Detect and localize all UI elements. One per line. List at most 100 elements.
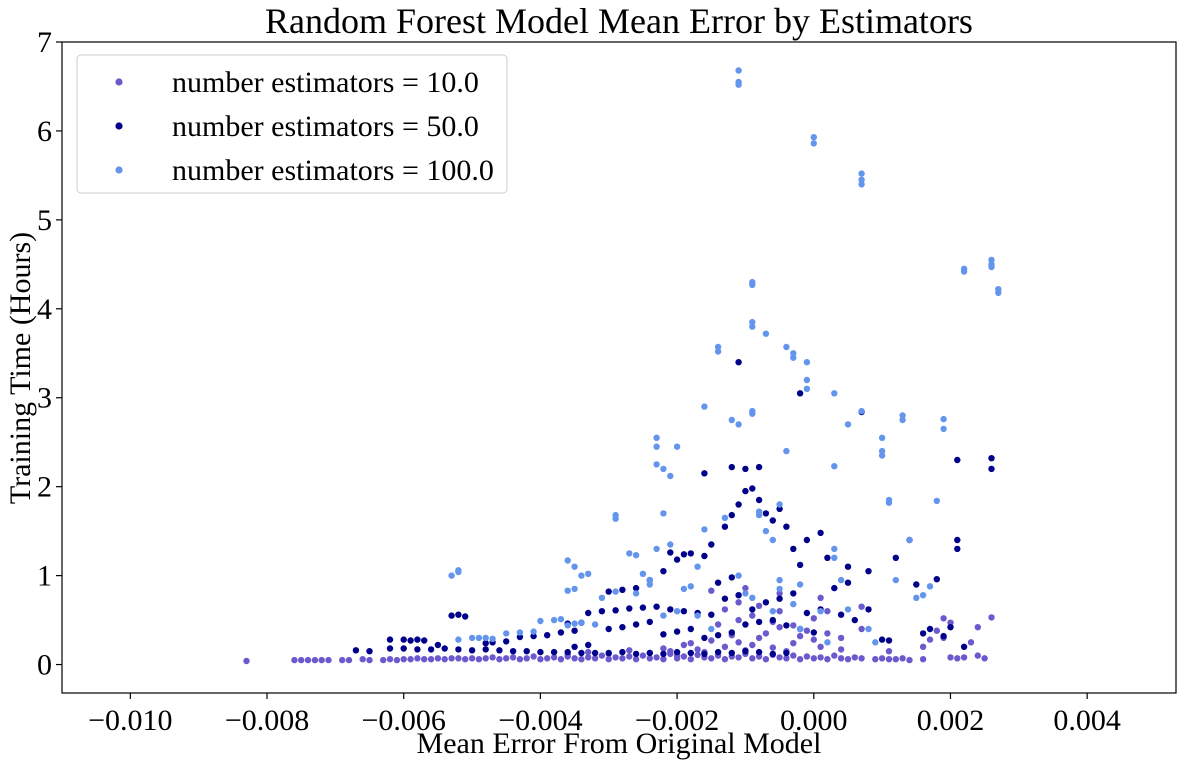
data-point bbox=[885, 499, 893, 506]
data-point bbox=[728, 463, 735, 471]
data-point bbox=[919, 630, 927, 637]
data-point bbox=[530, 632, 537, 640]
data-point bbox=[769, 644, 776, 651]
data-point bbox=[393, 656, 401, 664]
data-point bbox=[899, 655, 906, 662]
data-point bbox=[755, 463, 763, 471]
y-tick-label: 1 bbox=[37, 560, 52, 593]
data-point bbox=[831, 554, 838, 561]
data-point bbox=[988, 465, 995, 473]
data-point bbox=[680, 641, 688, 649]
data-point bbox=[441, 645, 448, 652]
data-point bbox=[728, 649, 735, 657]
data-point bbox=[735, 572, 742, 579]
data-point bbox=[653, 461, 660, 468]
data-point bbox=[824, 608, 831, 615]
data-point bbox=[564, 557, 571, 564]
data-point bbox=[585, 570, 592, 577]
data-point bbox=[503, 630, 510, 637]
data-point bbox=[837, 655, 845, 662]
x-tick-label: 0.000 bbox=[780, 704, 848, 737]
data-point bbox=[974, 652, 981, 659]
data-point bbox=[714, 343, 722, 351]
data-point bbox=[988, 614, 995, 621]
data-point bbox=[810, 615, 817, 622]
data-point bbox=[646, 618, 653, 626]
data-point bbox=[400, 645, 407, 652]
y-axis: 0 1 2 3 4 5 6 7 bbox=[37, 26, 62, 682]
data-point bbox=[550, 648, 558, 656]
data-point bbox=[844, 656, 852, 663]
data-point bbox=[776, 654, 783, 661]
data-point bbox=[735, 421, 742, 428]
data-point bbox=[434, 655, 442, 662]
data-point bbox=[790, 652, 797, 659]
data-point bbox=[919, 656, 927, 663]
data-point bbox=[851, 616, 858, 624]
data-point bbox=[913, 594, 920, 601]
data-point bbox=[448, 572, 455, 579]
data-point bbox=[776, 505, 783, 513]
data-point bbox=[892, 554, 899, 561]
data-point bbox=[557, 616, 565, 623]
data-point bbox=[612, 515, 619, 522]
series-0-points bbox=[243, 584, 995, 665]
data-point bbox=[865, 568, 872, 575]
data-point bbox=[585, 648, 592, 656]
data-point bbox=[503, 655, 510, 662]
data-point bbox=[701, 403, 708, 410]
x-tick-label: −0.008 bbox=[225, 704, 309, 737]
data-point bbox=[455, 646, 462, 653]
data-point bbox=[790, 640, 797, 647]
data-point bbox=[673, 608, 681, 615]
data-point bbox=[735, 654, 742, 661]
data-point bbox=[516, 633, 524, 641]
data-point bbox=[482, 640, 489, 647]
legend-marker-1 bbox=[115, 122, 123, 130]
data-point bbox=[940, 632, 947, 640]
data-point bbox=[803, 385, 811, 392]
data-point bbox=[509, 648, 517, 655]
data-point bbox=[769, 517, 776, 524]
y-tick-label: 0 bbox=[37, 649, 52, 682]
data-point bbox=[653, 603, 660, 610]
data-point bbox=[400, 656, 407, 663]
data-point bbox=[414, 636, 421, 643]
data-point bbox=[769, 616, 776, 624]
data-point bbox=[687, 656, 694, 663]
x-axis-label: Mean Error From Original Model bbox=[417, 727, 822, 760]
legend-box bbox=[76, 54, 508, 194]
data-point bbox=[796, 632, 804, 640]
data-point bbox=[448, 655, 455, 662]
data-point bbox=[817, 529, 824, 537]
data-point bbox=[598, 608, 606, 615]
data-point bbox=[714, 621, 722, 628]
data-point bbox=[680, 653, 688, 660]
series-2-points bbox=[448, 67, 1002, 646]
data-point bbox=[475, 656, 483, 663]
data-point bbox=[639, 604, 647, 611]
data-point bbox=[940, 425, 947, 433]
data-point bbox=[742, 590, 749, 597]
data-point bbox=[455, 655, 462, 662]
legend-marker-2 bbox=[115, 166, 123, 174]
data-point bbox=[578, 656, 585, 663]
data-point bbox=[858, 181, 865, 188]
data-point bbox=[660, 510, 667, 517]
data-point bbox=[735, 599, 742, 606]
data-point bbox=[762, 656, 770, 663]
data-point bbox=[708, 625, 715, 633]
data-point bbox=[858, 655, 865, 662]
y-axis-label: Training Time (Hours) bbox=[4, 232, 37, 504]
data-point bbox=[735, 359, 742, 366]
data-point bbox=[694, 563, 701, 570]
data-point bbox=[783, 655, 790, 662]
data-point bbox=[844, 563, 852, 570]
x-tick-label: 0.002 bbox=[917, 704, 985, 737]
data-point bbox=[762, 527, 770, 535]
data-point bbox=[735, 639, 742, 646]
data-point bbox=[776, 608, 783, 615]
data-point bbox=[749, 485, 756, 492]
data-point bbox=[749, 410, 756, 417]
data-point bbox=[646, 576, 653, 584]
